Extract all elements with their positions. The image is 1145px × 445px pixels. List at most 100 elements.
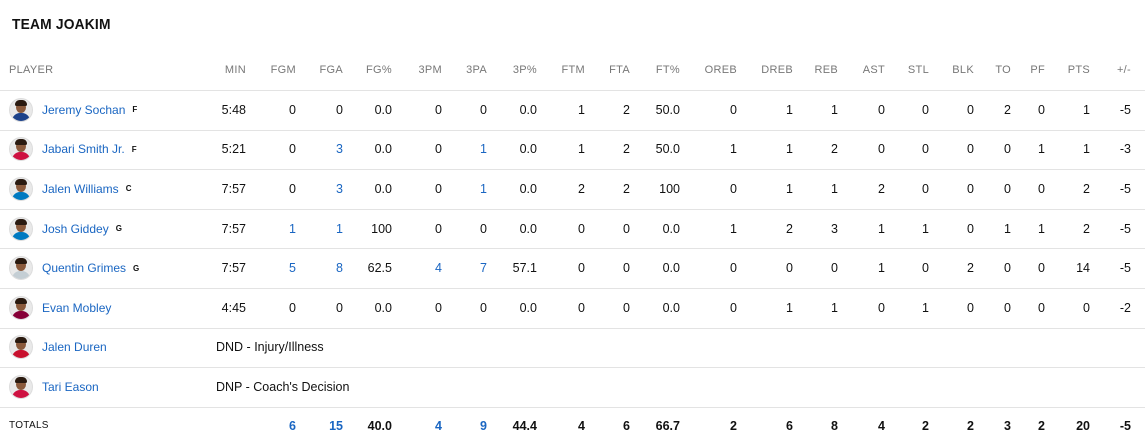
column-header-dreb[interactable]: DREB (761, 64, 793, 76)
stat-oreb: 0 (730, 181, 737, 196)
stat--: -5 (1119, 261, 1131, 276)
player-avatar-icon[interactable] (9, 256, 33, 281)
stat-stl: 0 (922, 102, 929, 117)
stat--: -2 (1119, 300, 1131, 315)
player-avatar-icon[interactable] (9, 295, 33, 320)
column-header-pts[interactable]: PTS (1067, 64, 1090, 76)
stat-ftm: 0 (578, 261, 585, 276)
column-header-3pa[interactable]: 3PA (466, 64, 487, 76)
player-name-link[interactable]: Tari Eason (42, 379, 99, 394)
stat-pts: 0 (1083, 300, 1090, 315)
stat-fgm[interactable]: 5 (289, 261, 296, 276)
player-name-link[interactable]: Quentin Grimes (42, 261, 127, 276)
stat-oreb: 0 (730, 300, 737, 315)
column-header-ft-[interactable]: FT% (655, 64, 680, 76)
stat-dreb: 1 (786, 102, 793, 117)
stat-3pa[interactable]: 1 (480, 142, 487, 157)
stat-3pm[interactable]: 4 (435, 261, 442, 276)
stat-reb: 1 (831, 300, 838, 315)
stat-oreb: 0 (730, 261, 737, 276)
column-header-ast[interactable]: AST (862, 64, 885, 76)
column-header-min[interactable]: MIN (224, 64, 246, 76)
stat-stl: 1 (922, 221, 929, 236)
stat-ft-: 50.0 (655, 142, 680, 157)
total-pts: 20 (1076, 418, 1090, 433)
total-blk: 2 (967, 418, 974, 433)
total-fga[interactable]: 15 (329, 418, 343, 433)
player-avatar-icon[interactable] (9, 335, 33, 360)
stat-blk: 0 (967, 181, 974, 196)
stat-to: 2 (1004, 102, 1011, 117)
player-name-link[interactable]: Josh Giddey (42, 221, 109, 236)
column-header-fg-[interactable]: FG% (366, 64, 392, 76)
stat-fta: 2 (623, 102, 630, 117)
stat-dreb: 1 (786, 300, 793, 315)
stat-fg-: 0.0 (374, 300, 392, 315)
stat-3p-: 0.0 (519, 221, 537, 236)
total-dreb: 6 (786, 418, 793, 433)
column-header-3pm[interactable]: 3PM (418, 64, 442, 76)
stat-oreb: 1 (730, 142, 737, 157)
total-fgm[interactable]: 6 (289, 418, 296, 433)
player-avatar-icon[interactable] (9, 137, 33, 162)
stat-to: 0 (1004, 142, 1011, 157)
stat-3p-: 0.0 (519, 300, 537, 315)
player-name-link[interactable]: Jeremy Sochan (42, 102, 126, 117)
stat-3pm: 0 (435, 221, 442, 236)
column-header--[interactable]: +/- (1116, 64, 1131, 76)
player-name-link[interactable]: Jalen Duren (42, 340, 107, 355)
column-header-to[interactable]: TO (995, 64, 1011, 76)
stat-blk: 2 (967, 261, 974, 276)
column-header-ftm[interactable]: FTM (561, 64, 585, 76)
player-name-link[interactable]: Jalen Williams (42, 181, 119, 196)
stat-ftm: 1 (578, 142, 585, 157)
stat-ftm: 1 (578, 102, 585, 117)
total-ftm: 4 (578, 418, 585, 433)
totals-row: TOTALS 6 15 40.0 4 9 44.4 4 6 66.7 2 6 8 4 2 2 3 2 20 -5 (0, 407, 1145, 445)
total--: -5 (1119, 418, 1131, 433)
stat-to: 0 (1004, 300, 1011, 315)
table-row: Jalen Duren DND - Injury/Illness (0, 328, 1145, 369)
stat-3pa[interactable]: 1 (480, 181, 487, 196)
column-header-fgm[interactable]: FGM (270, 64, 296, 76)
column-header-3p-[interactable]: 3P% (512, 64, 537, 76)
total-fg-: 40.0 (367, 418, 392, 433)
column-header-reb[interactable]: REB (814, 64, 838, 76)
column-header-blk[interactable]: BLK (952, 64, 974, 76)
stat-min: 5:48 (221, 102, 246, 117)
stat-fga: 0 (336, 102, 343, 117)
column-header-pf[interactable]: PF (1030, 64, 1045, 76)
player-avatar-icon[interactable] (9, 216, 33, 241)
column-header-fga[interactable]: FGA (319, 64, 343, 76)
stat-fga[interactable]: 3 (336, 142, 343, 157)
player-avatar-icon[interactable] (9, 374, 33, 399)
stat-to: 1 (1004, 221, 1011, 236)
table-row: Evan Mobley 4:45 0 0 0.0 0 0 0.0 0 0 0.0 0 1 1 0 1 0 0 0 0 -… (0, 288, 1145, 329)
player-name-link[interactable]: Jabari Smith Jr. (42, 142, 125, 157)
player-avatar-icon[interactable] (9, 176, 33, 201)
player-cell: Josh Giddey G (9, 209, 122, 249)
column-header-stl[interactable]: STL (907, 64, 929, 76)
stat-min: 4:45 (221, 300, 246, 315)
player-name-link[interactable]: Evan Mobley (42, 300, 112, 315)
stat-3pa[interactable]: 7 (480, 261, 487, 276)
total-3pa[interactable]: 9 (480, 418, 487, 433)
total-3pm[interactable]: 4 (435, 418, 442, 433)
stat-min: 7:57 (221, 181, 246, 196)
column-header-player[interactable]: PLAYER (9, 64, 54, 76)
player-avatar-icon[interactable] (9, 97, 33, 122)
stat-dreb: 0 (786, 261, 793, 276)
stat-dreb: 2 (786, 221, 793, 236)
stat-blk: 0 (967, 102, 974, 117)
column-header-oreb[interactable]: OREB (704, 64, 737, 76)
stat-pf: 1 (1038, 142, 1045, 157)
stat-3pm: 0 (435, 102, 442, 117)
stat-3pa: 0 (480, 300, 487, 315)
stat-ft-: 0.0 (662, 300, 680, 315)
stat-fga[interactable]: 3 (336, 181, 343, 196)
stat-fga[interactable]: 8 (336, 261, 343, 276)
stat-fgm[interactable]: 1 (289, 221, 296, 236)
column-header-fta[interactable]: FTA (609, 64, 630, 76)
stat-fg-: 0.0 (374, 142, 392, 157)
stat-fga[interactable]: 1 (336, 221, 343, 236)
